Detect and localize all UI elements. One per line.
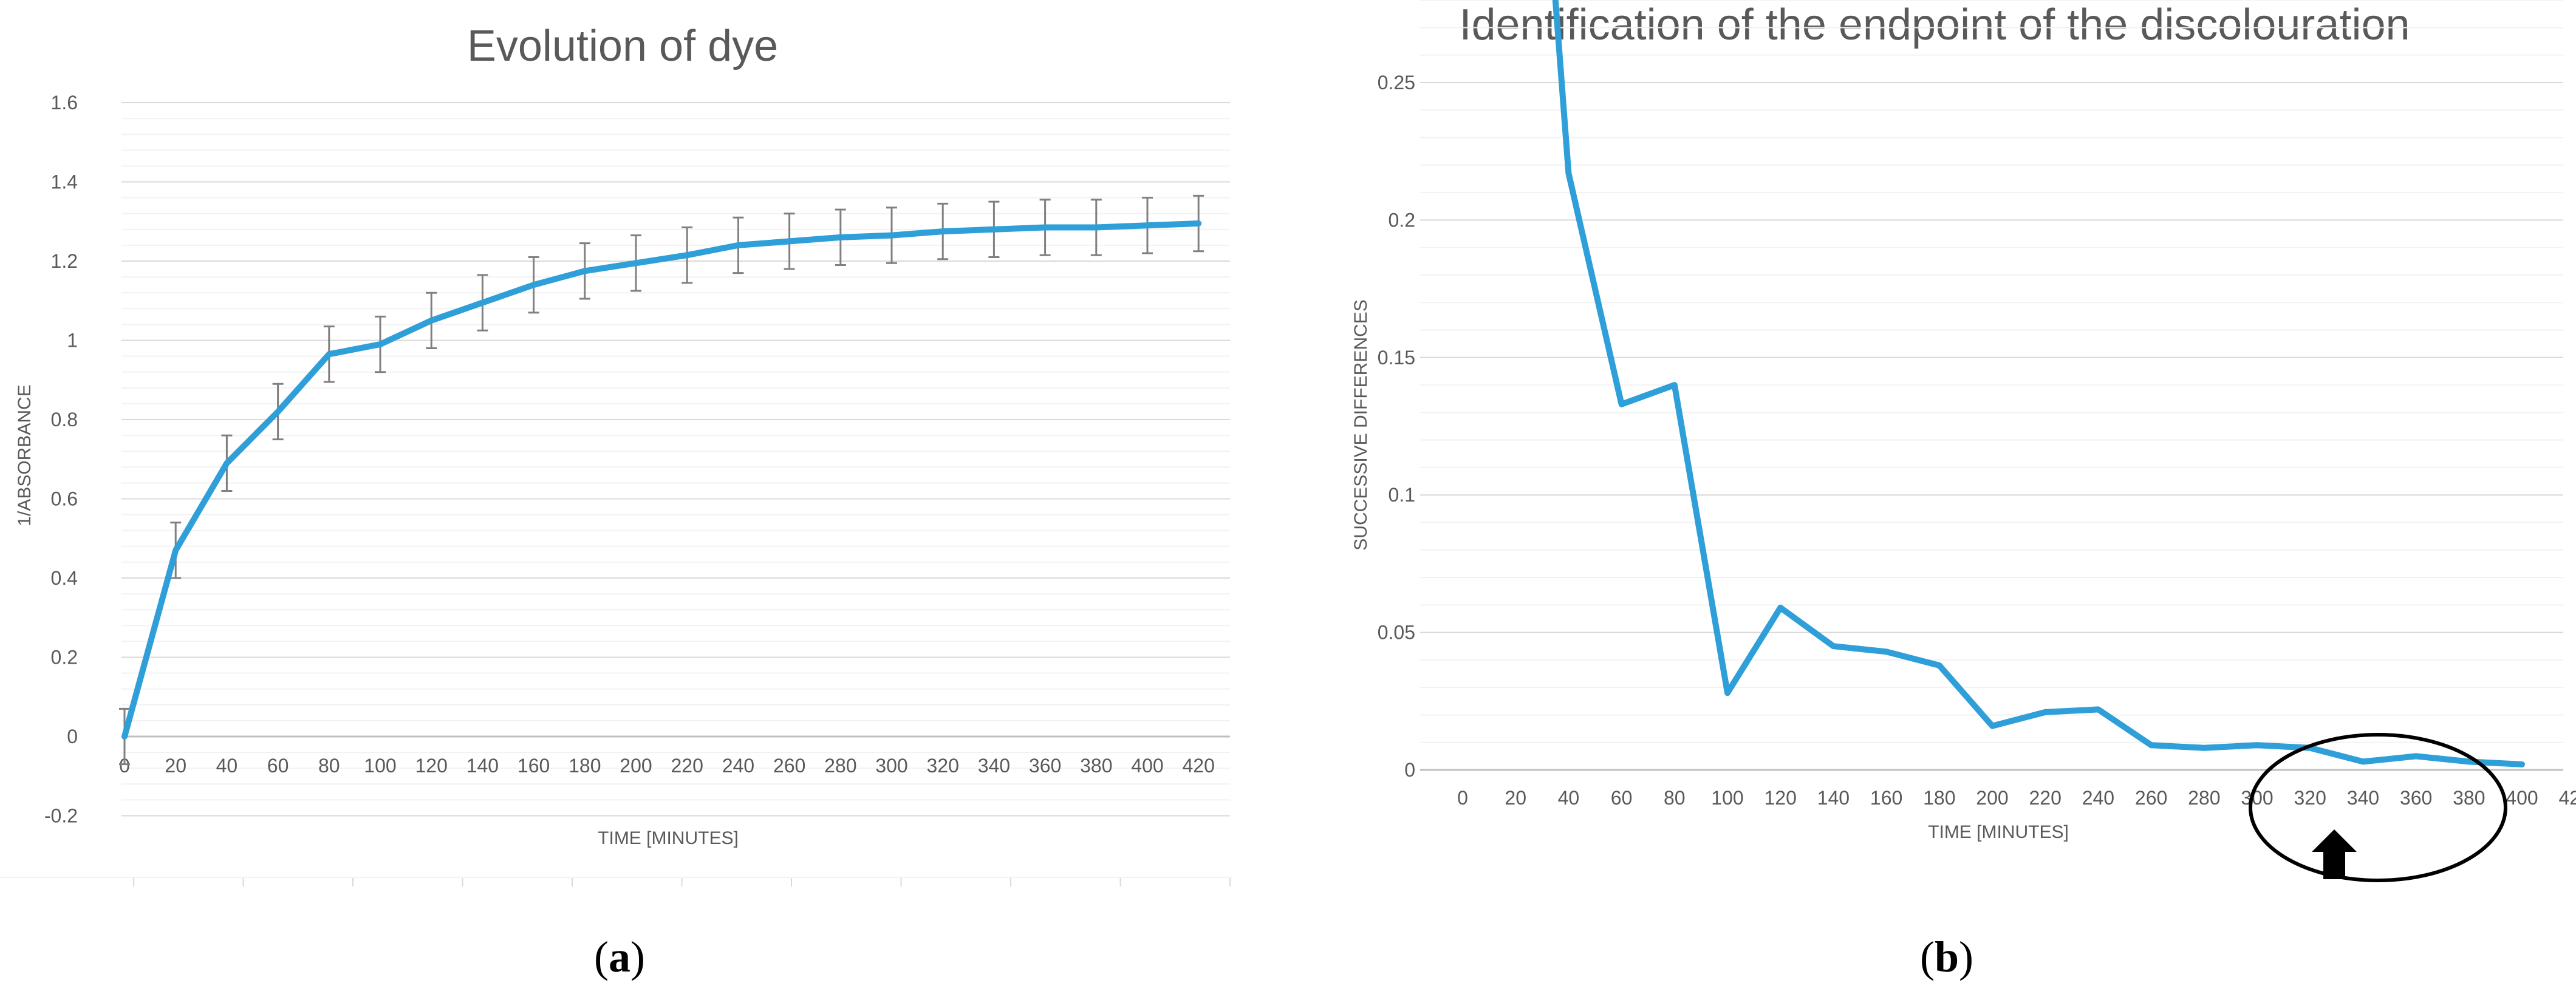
chart-a-x-tick-label: 140	[466, 755, 499, 777]
endpoint-ellipse-annotation	[2249, 733, 2507, 882]
chart-a-x-tick-label: 300	[875, 755, 907, 777]
chart-a-y-tick-label: 0	[67, 726, 78, 747]
chart-a-x-tick-label: 380	[1080, 755, 1112, 777]
chart-b-x-tick-label: 380	[2453, 787, 2485, 809]
chart-b-panel-label: (b)	[1920, 933, 1973, 981]
chart-b-y-tick-label: 0.1	[1389, 484, 1415, 506]
chart-b-series-line	[1552, 0, 2525, 767]
chart-b-x-tick-label: 80	[1664, 787, 1686, 809]
chart-a-x-tick-label: 80	[318, 755, 340, 777]
chart-a-x-tick-label: 420	[1183, 755, 1215, 777]
chart-b-y-tick-label: 0.15	[1378, 347, 1415, 369]
chart-a-x-tick-label: 400	[1131, 755, 1163, 777]
chart-a-y-axis-label: 1/ABSORBANCE	[15, 384, 35, 526]
chart-b-x-tick-label: 340	[2347, 787, 2379, 809]
chart-b-x-tick-label: 180	[1923, 787, 1955, 809]
chart-b-y-tick-label: 0.2	[1389, 209, 1415, 231]
chart-a-x-tick-label: 120	[415, 755, 448, 777]
chart-b-x-tick-label: 200	[1976, 787, 2008, 809]
chart-a-x-tick-label: 200	[620, 755, 652, 777]
chart-b: Identification of the endpoint of the di…	[1351, 0, 2576, 981]
chart-b-x-axis-label: TIME [MINUTES]	[1928, 822, 2069, 842]
chart-a-series-line	[121, 220, 1202, 740]
chart-b-y-axis-label: SUCCESSIVE DIFFERENCES	[1351, 299, 1371, 550]
chart-a-x-tick-label: 20	[165, 755, 186, 777]
chart-a-x-axis-label: TIME [MINUTES]	[598, 828, 739, 848]
chart-a-x-tick-label: 40	[216, 755, 238, 777]
chart-b-x-tick-label: 240	[2082, 787, 2114, 809]
chart-a: Evolution of dye -0.2 0 0.2 0.4 0.6 0.8 1 1.2 1.…	[0, 22, 1233, 981]
chart-a-x-tick-label: 240	[722, 755, 754, 777]
chart-a-x-tick-label: 160	[518, 755, 550, 777]
chart-b-y-tick-label: 0	[1404, 759, 1415, 781]
chart-a-x-tick-label: 220	[671, 755, 703, 777]
chart-a-y-tick-label: 1	[67, 330, 78, 352]
chart-b-x-tick-label: 40	[1558, 787, 1580, 809]
chart-a-x-tick-label: 260	[773, 755, 805, 777]
chart-b-x-tick-label: 360	[2400, 787, 2432, 809]
chart-a-x-tick-label: 0	[119, 755, 130, 777]
chart-b-y-tick-label: 0.05	[1378, 622, 1415, 644]
chart-b-x-tick-label: 0	[1457, 787, 1468, 809]
chart-a-title: Evolution of dye	[467, 22, 778, 70]
chart-a-y-tick-label: 1.4	[51, 171, 78, 193]
chart-b-x-tick-label: 140	[1817, 787, 1850, 809]
chart-a-x-tick-label: 320	[927, 755, 959, 777]
chart-b-x-tick-label: 280	[2188, 787, 2220, 809]
chart-b-x-tick-label: 100	[1711, 787, 1743, 809]
chart-b-x-tick-label: 60	[1611, 787, 1633, 809]
chart-a-x-tick-label: 60	[267, 755, 289, 777]
chart-a-x-tick-label: 280	[824, 755, 856, 777]
chart-a-y-tick-label: 0.8	[51, 409, 78, 430]
chart-b-x-tick-label: 160	[1870, 787, 1902, 809]
chart-a-y-tick-label: 1.2	[51, 250, 78, 272]
chart-a-y-tick-label: 0.6	[51, 488, 78, 510]
chart-a-panel-label: (a)	[594, 933, 645, 981]
chart-b-x-tick-label: 220	[2029, 787, 2062, 809]
chart-a-x-tick-label: 180	[569, 755, 601, 777]
chart-a-x-tick-label: 100	[364, 755, 396, 777]
chart-b-title: Identification of the endpoint of the di…	[1459, 1, 2410, 49]
chart-a-y-tick-label: 1.6	[51, 92, 78, 114]
chart-b-x-tick-label: 260	[2135, 787, 2167, 809]
chart-a-x-tick-label: 360	[1029, 755, 1061, 777]
chart-b-x-tick-label: 400	[2506, 787, 2538, 809]
chart-a-y-tick-label: 0.4	[51, 567, 78, 589]
chart-b-x-tick-label: 320	[2294, 787, 2326, 809]
chart-a-y-tick-label: 0.2	[51, 647, 78, 669]
endpoint-arrow-icon	[2312, 829, 2357, 879]
chart-b-x-tick-label: 420	[2559, 787, 2576, 809]
chart-b-x-tick-label: 20	[1505, 787, 1526, 809]
chart-b-x-tick-label: 120	[1765, 787, 1797, 809]
chart-a-y-tick-label: -0.2	[44, 805, 78, 827]
chart-b-y-tick-label: 0.25	[1378, 72, 1415, 94]
chart-a-x-tick-label: 340	[978, 755, 1010, 777]
chart-b-x-tick-label: 300	[2241, 787, 2273, 809]
